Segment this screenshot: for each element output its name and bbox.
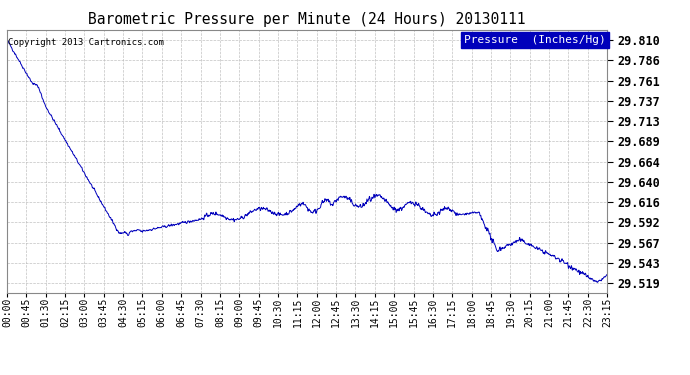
Text: Pressure  (Inches/Hg): Pressure (Inches/Hg) [464, 35, 606, 45]
Title: Barometric Pressure per Minute (24 Hours) 20130111: Barometric Pressure per Minute (24 Hours… [88, 12, 526, 27]
Text: Copyright 2013 Cartronics.com: Copyright 2013 Cartronics.com [8, 38, 164, 47]
